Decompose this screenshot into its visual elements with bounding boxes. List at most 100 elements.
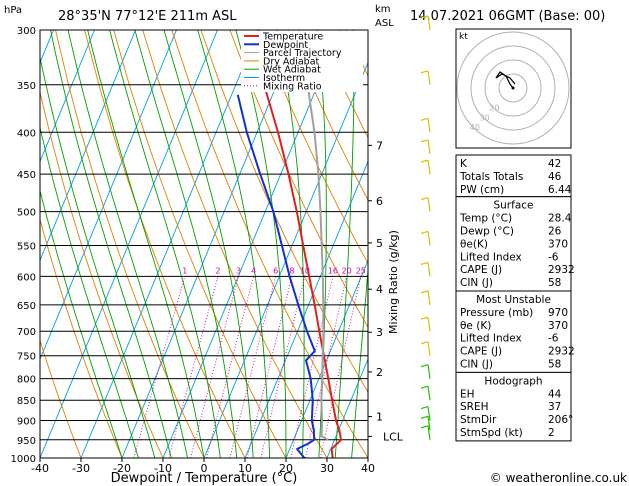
table-row-label: Temp (°C)	[459, 213, 512, 225]
hodograph-ring	[470, 45, 556, 131]
plot-frame	[39, 29, 369, 459]
table-row-value: 28.4	[548, 213, 572, 225]
table-row-value: -6	[548, 251, 559, 263]
wind-barb-flag	[420, 70, 429, 74]
wet-adiabat-line	[334, 30, 355, 458]
wet-adiabat-line	[235, 30, 287, 458]
wind-barb	[427, 197, 431, 212]
legend-label: Dry Adiabat	[263, 56, 320, 67]
height-tick-label: 2	[376, 366, 383, 379]
legend-label: Temperature	[262, 32, 323, 43]
x-tick-label: 30	[320, 462, 334, 475]
mixing-ratio-tick-label: 2	[215, 266, 220, 275]
isotherm-line	[40, 30, 218, 458]
isotherm-line	[285, 259, 368, 458]
isotherm-line	[203, 61, 368, 458]
height-tick-label: 4	[376, 283, 383, 296]
wet-adiabat-line	[163, 30, 254, 458]
height-tick-label: LCL	[383, 430, 404, 443]
table-row-value: 370	[548, 320, 568, 332]
pressure-tick-label: 300	[17, 26, 36, 37]
table-row-label: Pressure (mb)	[460, 307, 533, 319]
index-row-value: 6.44	[548, 184, 572, 196]
dry-adiabat-line	[40, 339, 82, 458]
table-row-label: Lifted Index	[460, 251, 522, 263]
index-row-value: 42	[548, 158, 561, 170]
mixing-ratio-tick-label: 8	[289, 266, 294, 275]
table-row-label: CAPE (J)	[460, 346, 502, 358]
pressure-tick-label: 700	[17, 327, 36, 338]
wind-barb-flag	[420, 159, 429, 163]
wind-barb-flag	[420, 385, 429, 389]
table-row-value: 2932	[548, 264, 575, 276]
hodograph-ring	[484, 59, 542, 117]
wind-barb	[427, 290, 431, 305]
x-axis-label: Dewpoint / Temperature (°C)	[111, 471, 298, 486]
profile-lines	[236, 84, 343, 458]
table-row-value: 2	[548, 427, 555, 439]
footer-credit: © weatheronline.co.uk	[490, 471, 627, 485]
table-row-value: 37	[548, 401, 561, 413]
table-row-label: θe(K)	[460, 238, 488, 250]
table-row-value: 44	[548, 388, 562, 400]
wet-adiabat-line	[197, 30, 271, 458]
wet-adiabat-line	[109, 30, 221, 458]
pressure-units-label: hPa	[4, 5, 22, 16]
mixing-ratio-tick-label: 16	[328, 266, 338, 275]
wind-barb	[427, 386, 431, 401]
wind-barb-flag	[420, 290, 429, 294]
table-row-value: 58	[548, 359, 561, 371]
wind-barb	[427, 231, 431, 246]
hodograph-ring	[456, 31, 570, 145]
hodograph-ring	[498, 73, 528, 103]
wind-barb-flag	[420, 316, 429, 320]
pressure-tick-label: 950	[17, 436, 36, 447]
parcel-trajectory-profile	[306, 84, 329, 441]
table-row-value: 370	[548, 238, 568, 250]
table-row-value: -6	[548, 333, 559, 345]
wind-barb	[427, 406, 431, 421]
mixing-ratio-tick-label: 3	[236, 266, 241, 275]
wind-barb	[427, 416, 431, 431]
hodograph-table-box	[455, 371, 572, 442]
wind-barb	[427, 70, 431, 85]
dry-adiabat-line	[608, 30, 629, 458]
wind-barb	[427, 262, 431, 277]
isotherm-line	[40, 30, 177, 361]
station-location: 28°35'N 77°12'E 211m ASL	[58, 9, 237, 24]
indices-table: K 42 Totals Totals 46 PW (cm) 6.44 SurfaceTemp…	[455, 154, 575, 442]
dry-adiabat-line	[142, 30, 328, 458]
table-row-label: CIN (J)	[460, 277, 493, 289]
wind-barb-flag	[420, 15, 429, 19]
height-tick-label: 1	[376, 411, 383, 424]
table-row-label: StmSpd (kt)	[460, 427, 523, 439]
pressure-tick-label: 650	[17, 301, 36, 312]
hodograph-ring-label: 20	[489, 104, 499, 113]
table-row-label: Dewp (°C)	[460, 226, 514, 238]
pressure-tick-label: 350	[17, 81, 36, 92]
dry-adiabat-line	[579, 30, 629, 458]
wind-barb-flag	[420, 197, 429, 201]
wet-adiabat-line	[40, 55, 156, 458]
wind-barb	[427, 118, 431, 133]
height-tick-label: 7	[376, 139, 383, 152]
legend-box	[241, 31, 363, 92]
height-tick-label: 6	[376, 195, 383, 208]
wind-barb-flag	[420, 341, 429, 345]
legend-label: Isotherm	[263, 73, 305, 84]
mixing-ratio-tick-label: 25	[356, 266, 366, 275]
pressure-tick-label: 850	[17, 396, 36, 407]
isotherm-line	[0, 30, 13, 458]
dry-adiabat-line	[287, 30, 368, 201]
table-row-label: StmDir	[460, 414, 497, 426]
hodograph-trace	[495, 71, 516, 89]
isobar-lines	[40, 29, 368, 459]
mixing-ratio-tick-label: 10	[300, 266, 310, 275]
height-units-km: km	[375, 4, 391, 15]
temperature-profile	[263, 84, 343, 458]
table-row-value: 26	[548, 226, 562, 238]
wind-barb	[427, 139, 431, 154]
